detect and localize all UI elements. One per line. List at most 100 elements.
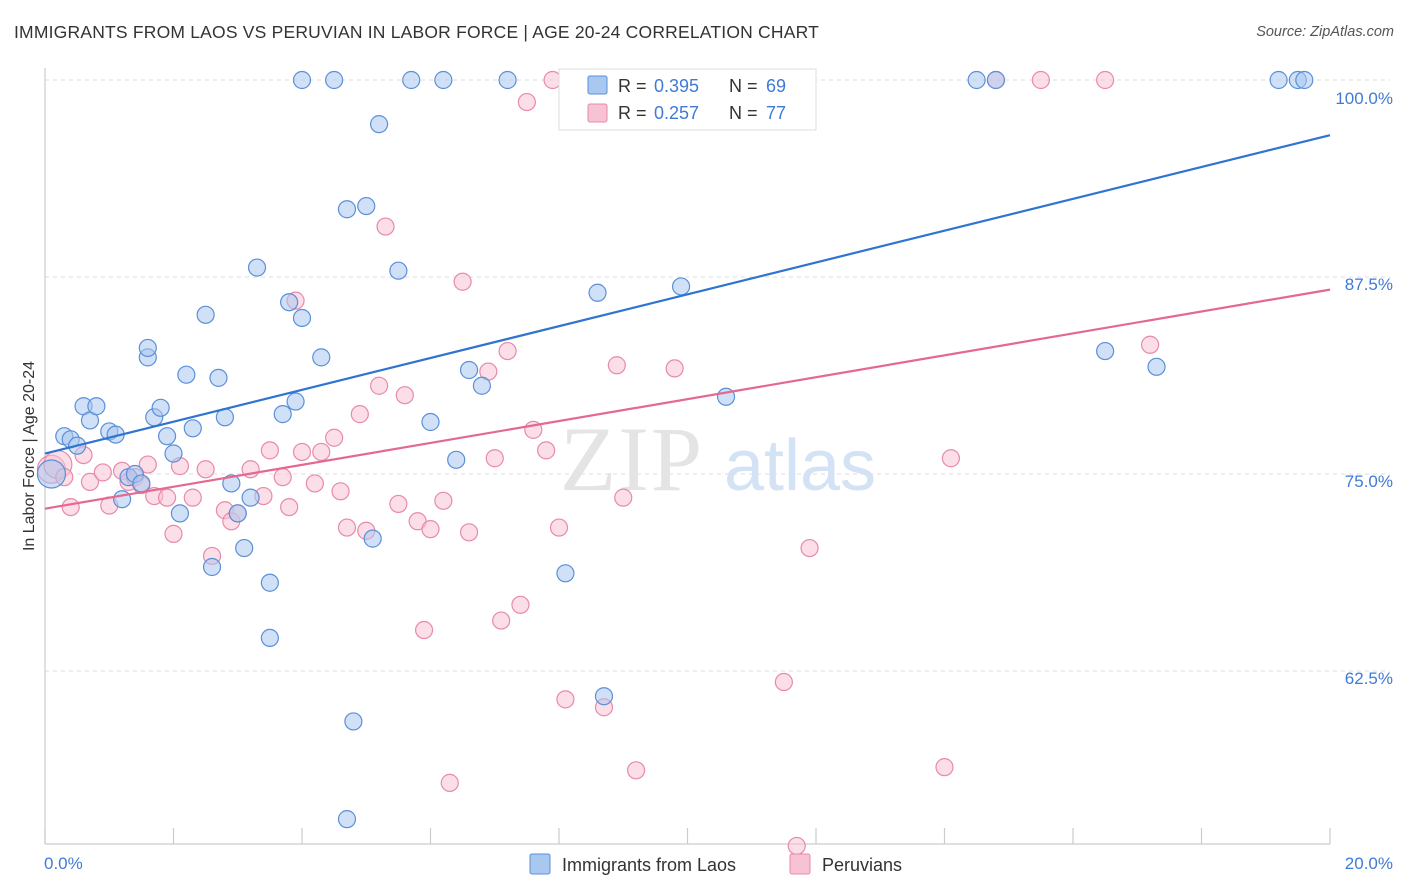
- stats-r-label-pink: R =: [618, 103, 647, 123]
- laos-point: [588, 283, 607, 302]
- laos-point: [1096, 341, 1115, 361]
- peruvians-point: [492, 611, 511, 630]
- laos-point: [459, 360, 479, 380]
- stats-n-label-pink: N =: [729, 103, 758, 123]
- laos-point: [1295, 70, 1314, 90]
- laos-point: [292, 308, 312, 328]
- legend-swatch-peruvians: [789, 853, 811, 875]
- laos-point: [138, 338, 157, 358]
- peruvians-point: [800, 538, 819, 558]
- peruvians-point: [395, 386, 414, 405]
- laos-point: [286, 392, 305, 411]
- laos-point: [260, 573, 279, 592]
- laos-point: [363, 529, 382, 548]
- laos-point: [671, 277, 691, 296]
- peruvians-point: [1140, 335, 1160, 354]
- x-tick-label-min: 0.0%: [44, 854, 83, 873]
- peruvians-point: [331, 482, 350, 501]
- laos-point: [209, 368, 228, 387]
- peruvians-point: [665, 359, 684, 378]
- stats-legend: R = 0.395 N = 69 R = 0.257 N = 77: [558, 68, 817, 131]
- peruvians-trend-line: [44, 288, 1331, 510]
- laos-point: [164, 444, 183, 463]
- peruvians-point: [376, 217, 395, 236]
- peruvians-point: [511, 595, 530, 614]
- peruvians-point: [370, 376, 389, 395]
- laos-point: [228, 504, 247, 523]
- laos-point: [434, 70, 453, 90]
- laos-point: [421, 412, 440, 432]
- laos-point: [312, 348, 331, 367]
- stats-n-value-blue: 69: [766, 76, 786, 96]
- peruvians-point: [935, 758, 954, 777]
- peruvians-point: [498, 341, 517, 361]
- laos-point: [202, 557, 222, 577]
- laos-point: [36, 459, 67, 489]
- watermark-zip: ZIP: [560, 408, 704, 510]
- peruvians-point: [138, 455, 157, 474]
- peruvians-point: [273, 468, 292, 487]
- laos-point: [344, 712, 363, 731]
- laos-point: [196, 305, 215, 324]
- laos-point: [157, 427, 177, 446]
- chart-title: IMMIGRANTS FROM LAOS VS PERUVIAN IN LABO…: [14, 22, 820, 42]
- stats-r-value-blue: 0.395: [654, 76, 699, 96]
- peruvians-point: [941, 449, 961, 468]
- legend-label-laos: Immigrants from Laos: [562, 855, 736, 875]
- laos-point: [556, 564, 575, 583]
- y-tick-label: 87.5%: [1345, 275, 1393, 294]
- stats-r-label-blue: R =: [618, 76, 647, 96]
- laos-point: [337, 200, 357, 219]
- peruvians-point: [549, 518, 569, 537]
- peruvians-point: [196, 460, 215, 479]
- laos-point: [151, 398, 170, 417]
- peruvians-point: [350, 405, 369, 424]
- peruvians-point: [1031, 70, 1050, 90]
- laos-point: [260, 628, 279, 648]
- laos-point: [357, 196, 376, 216]
- peruvians-point: [556, 690, 575, 709]
- peruvians-point: [80, 472, 100, 491]
- grid-lines: [45, 79, 1390, 672]
- laos-point: [1269, 70, 1288, 90]
- laos-point: [402, 70, 421, 90]
- laos-point: [498, 70, 517, 90]
- peruvians-point: [787, 836, 806, 856]
- laos-point: [337, 810, 357, 829]
- laos-trend-line: [44, 134, 1331, 455]
- stats-legend-swatch-pink: [587, 103, 608, 123]
- peruvians-point: [414, 620, 434, 640]
- peruvians-point: [434, 491, 453, 510]
- trend-lines: [44, 134, 1331, 510]
- x-ticks: [44, 828, 1331, 844]
- laos-point: [389, 261, 408, 280]
- peruvians-point: [157, 488, 177, 507]
- laos-point: [241, 488, 260, 507]
- laos-point: [112, 490, 132, 509]
- laos-point: [177, 365, 196, 384]
- source-credit: Source: ZipAtlas.com: [1256, 24, 1394, 40]
- laos-point: [222, 474, 241, 493]
- y-tick-label: 62.5%: [1345, 669, 1393, 688]
- peruvians-point: [440, 773, 459, 792]
- peruvians-point: [305, 474, 324, 493]
- laos-point: [325, 70, 344, 90]
- peruvians-point: [292, 442, 312, 462]
- y-tick-labels: 62.5% 75.0% 87.5% 100.0%: [1335, 89, 1393, 688]
- peruvians-point: [459, 523, 479, 542]
- laos-point: [292, 70, 312, 90]
- x-tick-label-max: 20.0%: [1345, 854, 1393, 873]
- laos-point: [986, 70, 1006, 90]
- stats-r-value-pink: 0.257: [654, 103, 699, 123]
- laos-point: [247, 258, 267, 277]
- y-tick-label: 75.0%: [1345, 472, 1393, 491]
- legend-label-peruvians: Peruvians: [822, 855, 902, 875]
- peruvians-point: [61, 497, 80, 517]
- peruvians-point: [280, 497, 299, 517]
- laos-point: [447, 450, 466, 469]
- laos-point: [967, 70, 986, 90]
- peruvians-point: [485, 449, 504, 468]
- y-tick-label: 100.0%: [1335, 89, 1393, 108]
- laos-point: [472, 376, 491, 395]
